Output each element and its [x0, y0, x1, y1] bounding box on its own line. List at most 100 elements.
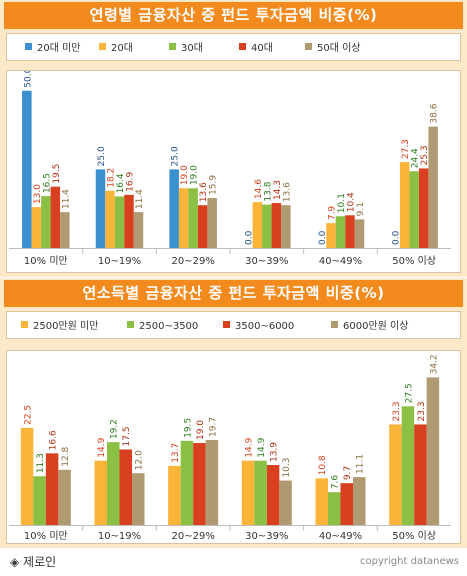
data-label: 11.3 [36, 453, 46, 473]
legend-swatch [305, 43, 312, 50]
bar [254, 460, 267, 525]
data-label: 17.5 [122, 426, 132, 446]
bar [58, 469, 71, 525]
bar [180, 440, 194, 525]
bar [124, 194, 134, 248]
data-label: 14.9 [97, 437, 107, 457]
category-label: 40~49% [319, 256, 362, 267]
bar [133, 212, 144, 248]
data-label: 11.1 [356, 454, 366, 474]
bar [31, 207, 42, 248]
bar [105, 190, 115, 248]
legend-label: 3500~6000 [235, 321, 294, 332]
data-label: 9.7 [343, 466, 353, 480]
legend-swatch [169, 43, 176, 50]
data-label: 25.0 [97, 146, 107, 166]
data-label: 12.0 [135, 450, 145, 470]
age-legend-svg: 20대 미만 20대 30대 40대 50대 이상 [25, 42, 361, 54]
data-label: 13.7 [171, 443, 181, 463]
bar [266, 465, 280, 525]
data-label: 19.0 [190, 165, 200, 185]
data-label: 34.2 [429, 354, 439, 374]
legend-swatch [25, 43, 32, 50]
bar [315, 478, 328, 525]
data-label: 27.5 [404, 383, 414, 403]
data-label: 23.3 [417, 401, 427, 421]
data-label: 19.2 [110, 419, 120, 439]
data-label: 15.9 [209, 175, 219, 195]
bar [168, 465, 181, 525]
bar [20, 427, 34, 525]
legend-label: 20대 [111, 42, 133, 54]
data-label: 16.6 [49, 430, 59, 450]
bar [41, 196, 51, 248]
bar [328, 492, 341, 525]
bar [50, 186, 61, 248]
bar [399, 162, 410, 248]
bar [409, 171, 419, 248]
bar [95, 169, 106, 248]
bar [340, 483, 353, 525]
category-label: 50% 이상 [392, 530, 436, 542]
category-label: 10% 미만 [24, 255, 68, 267]
legend-label: 30대 [181, 42, 203, 54]
category-label: 30~39% [245, 531, 288, 542]
data-label: 7.9 [328, 206, 338, 221]
bar [418, 168, 429, 248]
data-label: 12.8 [61, 446, 71, 466]
data-label: 13.6 [199, 182, 209, 202]
bar [169, 169, 179, 248]
bar [178, 188, 189, 248]
bar [426, 377, 440, 525]
bar [22, 90, 32, 249]
bar [107, 442, 120, 525]
age-panel: 연령별 금융자산 중 펀드 투자금액 비중(%) 20대 미만 20대 30대 40대… [0, 0, 467, 277]
bar [205, 439, 219, 525]
category-label: 20~29% [171, 531, 214, 542]
data-label: 16.4 [116, 173, 126, 193]
bar [132, 473, 145, 525]
data-label: 10.8 [318, 455, 328, 475]
source-credit: ◈ 제로인 [10, 555, 57, 569]
data-label: 11.4 [135, 189, 145, 209]
data-label: 0.0 [318, 230, 328, 245]
category-label: 10~19% [98, 531, 141, 542]
legend-swatch [99, 43, 106, 50]
data-label: 14.9 [257, 437, 267, 457]
age-chart-area: 50.0 13.0 16.5 19.5 11.4 10% 미만 25.0 18.2 16.4 16… [6, 67, 461, 273]
income-chart-area: 22.5 11.3 16.6 12.8 10% 미만 14.9 19.2 17.5 12.0 10… [6, 350, 461, 544]
income-panel: 연소득별 금융자산 중 펀드 투자금액 비중(%) 2500만원 미만 2500~… [0, 278, 467, 548]
category-label: 20~29% [171, 256, 214, 267]
data-label: 7.6 [331, 475, 341, 490]
data-label: 19.5 [52, 164, 62, 184]
income-legend: 2500만원 미만 2500~3500 3500~6000 6000만원 이상 [6, 311, 461, 339]
category-label: 50% 이상 [392, 255, 436, 267]
bar [197, 205, 208, 248]
legend-swatch [21, 321, 28, 328]
data-label: 14.3 [273, 180, 283, 200]
data-label: 23.3 [392, 401, 402, 421]
bar [428, 126, 438, 248]
data-label: 16.5 [42, 173, 52, 193]
data-label: 38.6 [430, 103, 440, 123]
bar [193, 443, 206, 525]
data-label: 18.2 [107, 168, 117, 188]
data-label: 13.6 [282, 182, 292, 202]
data-label: 27.3 [401, 139, 411, 159]
legend-swatch [239, 43, 246, 50]
data-label: 24.4 [411, 148, 421, 168]
legend-label: 2500~3500 [139, 321, 198, 332]
category-label: 10% 미만 [24, 530, 68, 542]
data-label: 9.1 [356, 202, 366, 216]
data-label: 10.3 [282, 458, 292, 478]
data-label: 50.0 [23, 71, 33, 88]
bar [271, 203, 282, 248]
data-label: 22.5 [24, 405, 34, 425]
legend-label: 50대 이상 [317, 42, 361, 54]
income-legend-svg: 2500만원 미만 2500~3500 3500~6000 6000만원 이상 [21, 320, 408, 332]
bar [33, 476, 46, 525]
data-label: 13.8 [263, 181, 273, 201]
data-label: 25.0 [171, 146, 181, 166]
bar [114, 196, 125, 248]
